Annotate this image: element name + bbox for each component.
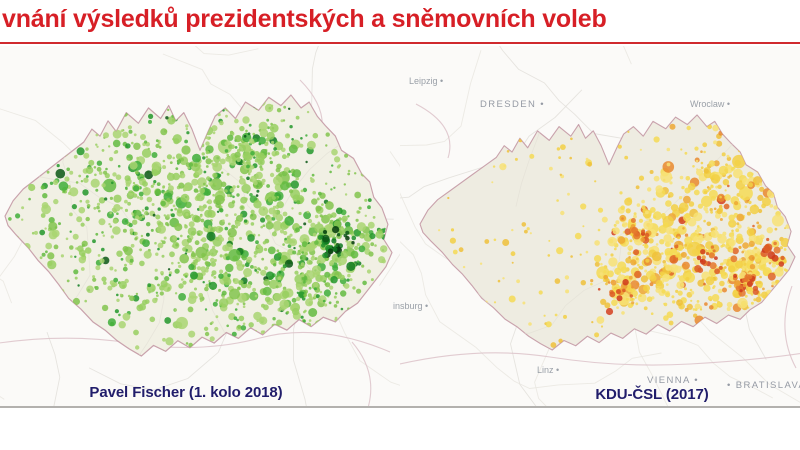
caption-right-kdu-csl: KDU-ČSL (2017) (595, 386, 709, 403)
page-title: vnání výsledků prezidentských a sněmovní… (2, 5, 607, 33)
map-left-fischer (0, 46, 400, 406)
title-underline-rule (0, 42, 800, 44)
czech-map-yellow-dots (400, 46, 800, 406)
map-right-kducsl (400, 46, 800, 406)
caption-left-pavel-fischer: Pavel Fischer (1. kolo 2018) (89, 384, 283, 401)
map-comparison-area: Leipzig • DRESDEN • Wroclaw • insburg • Linz… (0, 46, 800, 408)
czech-map-green-dots (0, 46, 400, 406)
